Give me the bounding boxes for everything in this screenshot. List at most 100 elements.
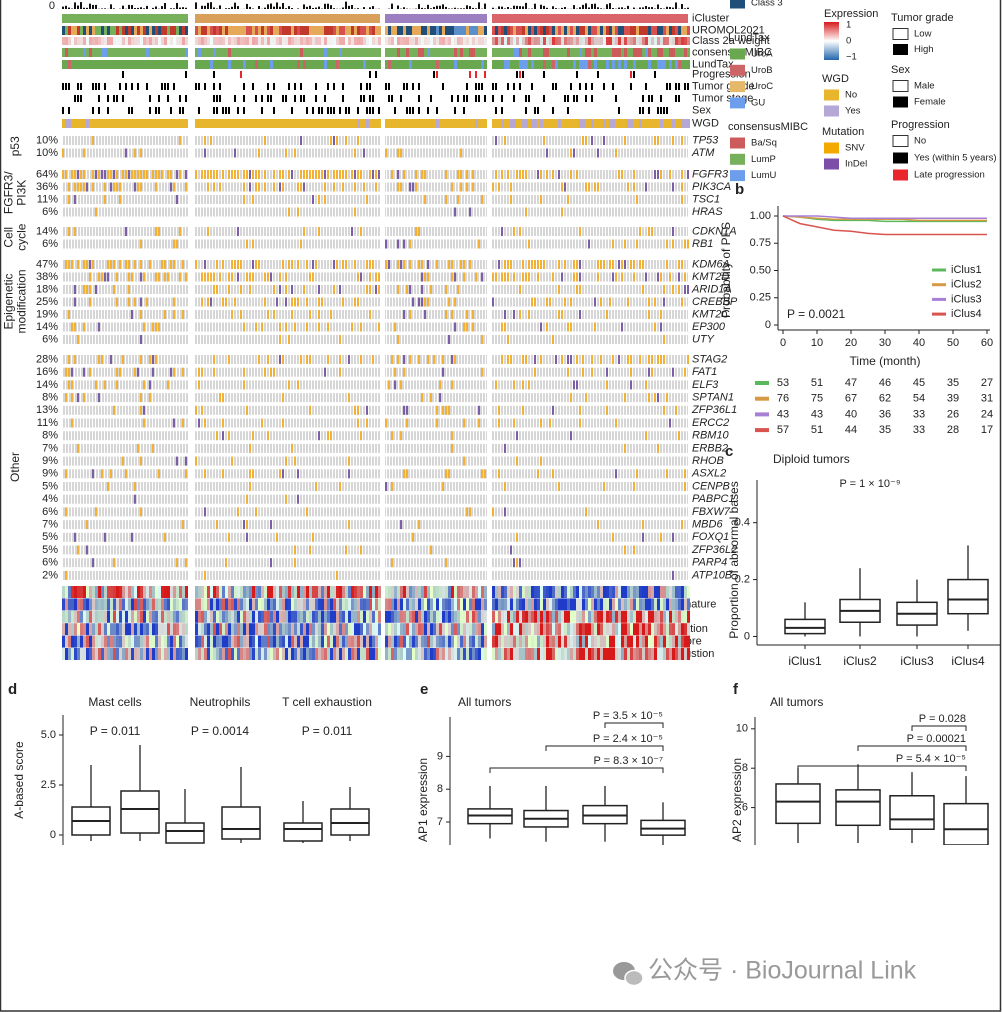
histogram-bar bbox=[95, 4, 97, 9]
signature-cell bbox=[385, 623, 388, 636]
mutation bbox=[534, 297, 536, 307]
track-cell bbox=[185, 37, 188, 45]
mutation bbox=[561, 182, 563, 192]
track-cell bbox=[80, 26, 83, 35]
gene-row-background bbox=[62, 393, 188, 403]
track-cell bbox=[327, 26, 330, 35]
track-cell bbox=[597, 60, 600, 69]
mutation bbox=[397, 182, 399, 192]
box bbox=[283, 822, 323, 842]
track-cell bbox=[675, 60, 678, 69]
track-cell bbox=[336, 60, 339, 69]
signature-cell bbox=[498, 586, 501, 598]
mutation bbox=[478, 418, 480, 428]
mutation bbox=[573, 380, 575, 390]
mutation bbox=[372, 355, 374, 364]
signature-cell bbox=[513, 623, 516, 636]
track-cell bbox=[306, 107, 308, 114]
mutation bbox=[627, 297, 629, 307]
signature-cell bbox=[651, 623, 654, 636]
track-cell bbox=[252, 48, 255, 57]
signature-cell bbox=[107, 623, 110, 636]
legend-title: consensusMIBC bbox=[728, 121, 808, 133]
mutation bbox=[639, 227, 641, 236]
mutation bbox=[495, 380, 497, 390]
track-cell bbox=[363, 119, 366, 128]
mutation bbox=[306, 355, 308, 364]
track-cell bbox=[681, 119, 684, 128]
mutation bbox=[68, 195, 70, 204]
track-cell bbox=[433, 119, 436, 128]
mutation bbox=[397, 239, 399, 249]
signature-cell bbox=[415, 635, 418, 648]
mutation bbox=[439, 380, 441, 390]
signature-cell bbox=[216, 648, 219, 660]
legend-label: Low bbox=[914, 29, 932, 40]
track-cell bbox=[107, 48, 110, 57]
track-cell bbox=[612, 37, 615, 45]
histogram-bar bbox=[684, 8, 686, 9]
signature-cell bbox=[594, 586, 597, 598]
mutation bbox=[603, 482, 605, 491]
track-cell bbox=[666, 37, 669, 45]
gene-row-background bbox=[492, 570, 688, 580]
track-cell bbox=[684, 48, 687, 57]
track-cell bbox=[330, 60, 333, 69]
signature-cell bbox=[576, 586, 579, 598]
signature-cell bbox=[621, 648, 624, 660]
track-cell bbox=[531, 26, 534, 35]
track-cell bbox=[651, 60, 654, 69]
signature-cell bbox=[207, 635, 210, 648]
track-cell bbox=[98, 107, 100, 114]
track-cell bbox=[645, 48, 648, 57]
mutation bbox=[570, 170, 572, 179]
mutation-frequency: 13% bbox=[36, 404, 58, 416]
signature-cell bbox=[391, 623, 394, 636]
track-cell bbox=[161, 48, 164, 57]
mutation bbox=[648, 297, 650, 307]
mutation bbox=[198, 367, 200, 377]
signature-cell bbox=[591, 586, 594, 598]
signature-cell bbox=[675, 635, 678, 648]
signature-cell bbox=[400, 586, 403, 598]
track-cell bbox=[195, 48, 198, 57]
track-cell bbox=[318, 37, 321, 45]
mutation bbox=[585, 136, 587, 145]
signature-cell bbox=[561, 586, 564, 598]
track-cell bbox=[576, 71, 578, 78]
track-cell bbox=[134, 48, 137, 57]
mutation bbox=[74, 355, 76, 364]
signature-cell bbox=[204, 610, 207, 623]
signature-cell bbox=[116, 586, 119, 598]
mutation bbox=[357, 272, 359, 282]
mutation bbox=[113, 182, 115, 192]
mutation bbox=[170, 367, 172, 377]
track-cell bbox=[669, 60, 672, 69]
mutation bbox=[222, 297, 224, 307]
track-cell bbox=[336, 26, 339, 35]
track-cell bbox=[225, 107, 227, 114]
mutation bbox=[324, 367, 326, 377]
histogram-bar bbox=[621, 7, 623, 9]
track-cell bbox=[672, 48, 675, 57]
mutation bbox=[597, 182, 599, 192]
histogram-bar bbox=[207, 2, 209, 10]
mutation bbox=[270, 558, 272, 568]
mutation-frequency: 25% bbox=[36, 296, 58, 308]
gene-row-background bbox=[385, 443, 487, 453]
mutation bbox=[576, 285, 578, 294]
track-cell bbox=[303, 37, 306, 45]
track-cell bbox=[687, 60, 690, 69]
signature-cell bbox=[258, 598, 261, 611]
track-cell bbox=[564, 48, 567, 57]
mutation bbox=[107, 272, 109, 282]
mutation bbox=[243, 380, 245, 390]
mutation bbox=[282, 393, 284, 403]
mutation bbox=[95, 285, 97, 294]
mutation bbox=[525, 170, 527, 179]
mutation bbox=[510, 182, 512, 192]
signature-cell bbox=[345, 623, 348, 636]
signature-cell bbox=[179, 598, 182, 611]
signature-cell bbox=[642, 635, 645, 648]
signature-cell bbox=[339, 598, 342, 611]
